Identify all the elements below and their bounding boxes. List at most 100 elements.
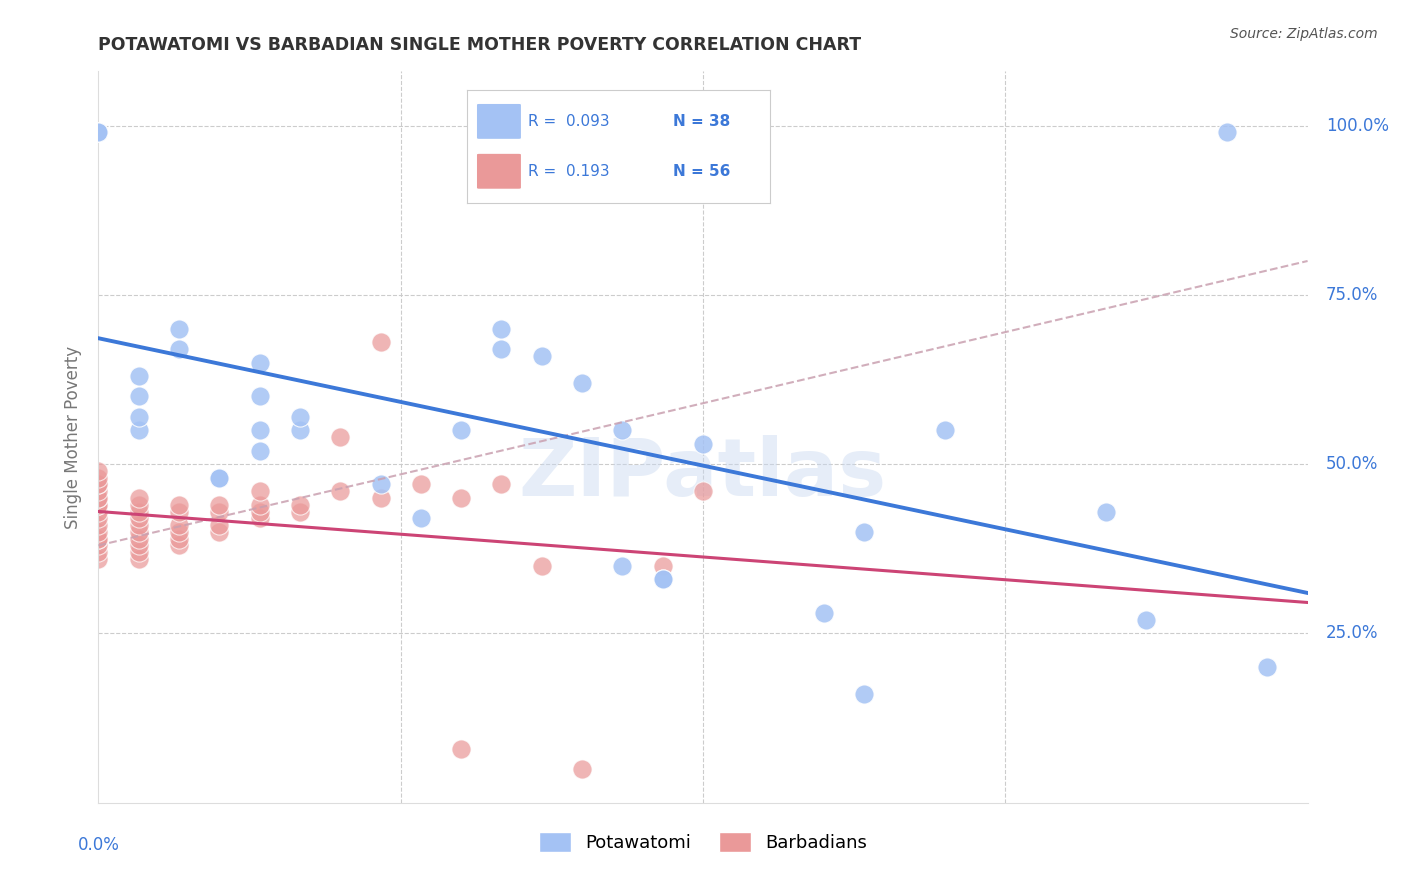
Point [450,423,472,437]
Point [167,505,190,519]
Text: POTAWATOMI VS BARBADIAN SINGLE MOTHER POVERTY CORRELATION CHART: POTAWATOMI VS BARBADIAN SINGLE MOTHER PO… [98,36,862,54]
Point [167,524,190,539]
Point [249,423,271,437]
Point [934,423,956,437]
Point [853,688,876,702]
Point [87,518,110,533]
Point [128,409,150,424]
Point [249,505,271,519]
Point [167,532,190,546]
Point [249,443,271,458]
Point [167,498,190,512]
Point [692,437,714,451]
Point [87,538,110,552]
Point [87,125,110,139]
Point [208,471,231,485]
Point [288,409,311,424]
Point [128,524,150,539]
Point [167,322,190,336]
Point [288,505,311,519]
Point [249,355,271,369]
Point [87,484,110,499]
Text: 0.0%: 0.0% [77,836,120,854]
Point [87,524,110,539]
Point [87,505,110,519]
Text: 75.0%: 75.0% [1326,285,1378,304]
Text: ZIPatlas: ZIPatlas [519,434,887,513]
Point [128,545,150,559]
Point [571,376,593,390]
Point [128,552,150,566]
Point [409,511,432,525]
Point [571,762,593,776]
Point [208,505,231,519]
Point [651,558,673,573]
Point [692,484,714,499]
Point [1135,613,1157,627]
Point [409,477,432,491]
Point [87,545,110,559]
Point [128,518,150,533]
Point [651,572,673,586]
Point [167,518,190,533]
Point [370,335,392,350]
Point [128,505,150,519]
Point [208,518,231,533]
Point [128,369,150,384]
Point [530,558,553,573]
Point [288,423,311,437]
Point [128,498,150,512]
Point [87,125,110,139]
Point [249,484,271,499]
Point [1216,125,1239,139]
Text: 50.0%: 50.0% [1326,455,1378,473]
Point [612,558,634,573]
Point [87,125,110,139]
Point [370,477,392,491]
Point [87,477,110,491]
Point [329,430,352,444]
Point [651,572,673,586]
Point [128,389,150,403]
Point [530,349,553,363]
Point [1256,660,1278,674]
Point [167,538,190,552]
Point [612,423,634,437]
Point [128,423,150,437]
Point [128,511,150,525]
Point [87,498,110,512]
Point [87,491,110,505]
Point [853,524,876,539]
Point [491,322,513,336]
Point [87,491,110,505]
Point [813,606,835,620]
Point [87,464,110,478]
Point [491,342,513,356]
Point [208,498,231,512]
Point [450,741,472,756]
Point [87,552,110,566]
Point [128,538,150,552]
Point [87,498,110,512]
Point [329,484,352,499]
Point [87,125,110,139]
Point [249,389,271,403]
Point [87,532,110,546]
Point [167,342,190,356]
Point [87,471,110,485]
Point [87,511,110,525]
Legend: Potawatomi, Barbadians: Potawatomi, Barbadians [531,824,875,860]
Text: Source: ZipAtlas.com: Source: ZipAtlas.com [1230,27,1378,41]
Point [249,511,271,525]
Point [249,498,271,512]
Point [208,471,231,485]
Point [128,491,150,505]
Point [450,491,472,505]
Point [128,532,150,546]
Point [208,524,231,539]
Text: 25.0%: 25.0% [1326,624,1378,642]
Point [491,477,513,491]
Text: 100.0%: 100.0% [1326,117,1389,135]
Point [87,532,110,546]
Point [1095,505,1118,519]
